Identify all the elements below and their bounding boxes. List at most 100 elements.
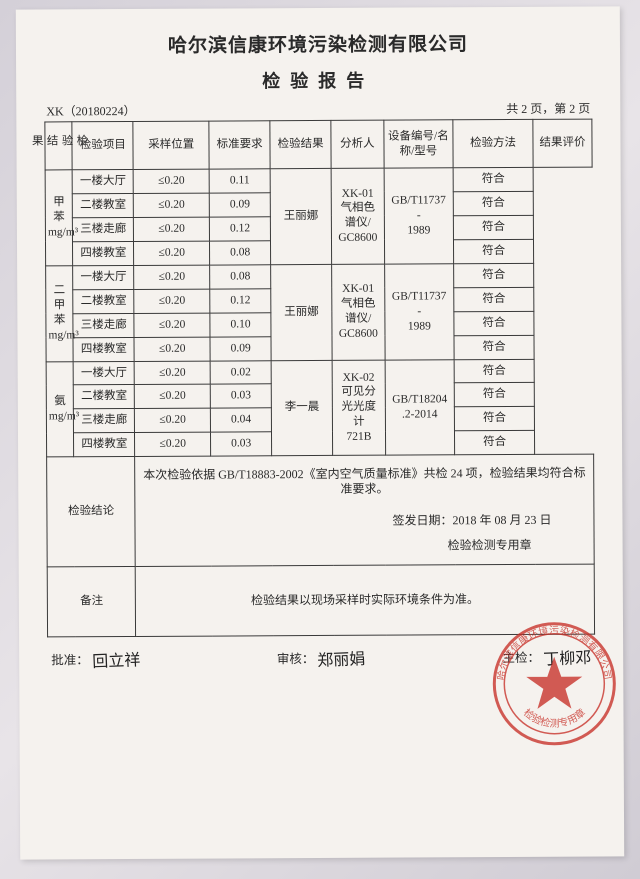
cell-device: XK-01气相色谱仪/GC8600	[331, 168, 384, 264]
cell-item: 甲苯mg/m³	[45, 170, 73, 266]
cell-eval: 符合	[454, 359, 534, 383]
cell-val: 0.10	[210, 312, 271, 336]
cell-std: ≤0.20	[135, 408, 211, 432]
signature-row: 批准： 回立祥 审核： 郑丽娟 主检： 丁柳邓	[47, 643, 595, 670]
cell-std: ≤0.20	[133, 169, 209, 193]
cell-loc: 三楼走廊	[73, 217, 134, 241]
cell-loc: 一楼大厅	[73, 361, 134, 385]
conclusion-label: 检验结论	[47, 457, 136, 567]
table-body: 甲苯mg/m³一楼大厅≤0.200.11王丽娜XK-01气相色谱仪/GC8600…	[45, 167, 593, 457]
svg-text:检验检测专用章: 检验检测专用章	[521, 706, 588, 730]
cell-eval: 符合	[454, 383, 534, 407]
cell-item: 氨mg/m³	[46, 361, 74, 457]
cell-std: ≤0.20	[134, 217, 210, 241]
cell-val: 0.03	[210, 384, 271, 408]
cell-device: XK-01气相色谱仪/GC8600	[332, 264, 385, 360]
cell-eval: 符合	[454, 287, 534, 311]
col-std: 标准要求	[209, 121, 270, 169]
table-row: 甲苯mg/m³一楼大厅≤0.200.11王丽娜XK-01气相色谱仪/GC8600…	[45, 167, 592, 194]
cell-item: 二甲苯mg/m³	[46, 266, 74, 362]
cell-val: 0.08	[210, 265, 271, 289]
company-name: 哈尔滨信康环境污染检测有限公司	[44, 29, 592, 59]
cell-device: XK-02可见分光光度计721B	[332, 360, 385, 456]
cell-val: 0.03	[211, 432, 272, 456]
col-analyst: 分析人	[331, 120, 384, 168]
cell-loc: 二楼教室	[73, 193, 134, 217]
col-val: 检验结果	[270, 120, 331, 168]
cell-loc: 一楼大厅	[73, 265, 134, 289]
remark-text: 检验结果以现场采样时实际环境条件为准。	[136, 564, 595, 636]
cell-eval: 符合	[453, 215, 533, 239]
cell-analyst: 王丽娜	[270, 168, 332, 264]
cell-eval: 符合	[455, 431, 535, 455]
remark-label: 备注	[47, 567, 136, 637]
cell-std: ≤0.20	[134, 337, 210, 361]
report-table: 检验结果 检验项目 采样位置 标准要求 检验结果 分析人 设备编号/名称/型号 …	[44, 119, 595, 638]
col-method: 检验方法	[453, 119, 533, 167]
meta-row: XK（20180224） 共 2 页，第 2 页	[44, 100, 592, 120]
cell-val: 0.02	[210, 360, 271, 384]
table-row: 二甲苯mg/m³一楼大厅≤0.200.08王丽娜XK-01气相色谱仪/GC860…	[46, 263, 593, 290]
review-block: 审核： 郑丽娟	[277, 644, 366, 668]
approve-signature: 回立祥	[91, 646, 140, 672]
cell-analyst: 王丽娜	[271, 264, 333, 360]
report-paper: 哈尔滨信康环境污染检测有限公司 检验报告 XK（20180224） 共 2 页，…	[16, 6, 624, 859]
cell-std: ≤0.20	[135, 432, 211, 456]
side-label: 检验结果	[45, 122, 73, 170]
cell-std: ≤0.20	[134, 313, 210, 337]
cell-loc: 四楼教室	[74, 433, 135, 457]
review-signature: 郑丽娟	[317, 645, 366, 671]
report-title: 检验报告	[44, 66, 592, 95]
table-footer: 检验结论 本次检验依据 GB/T18883-2002《室内空气质量标准》共检 2…	[47, 454, 595, 637]
cell-eval: 符合	[454, 311, 534, 335]
cell-method: GB/T11737-1989	[384, 264, 454, 360]
cell-loc: 四楼教室	[73, 241, 134, 265]
cell-eval: 符合	[454, 407, 534, 431]
cell-loc: 一楼大厅	[72, 169, 133, 193]
cell-val: 0.09	[209, 193, 270, 217]
conclusion-cell: 本次检验依据 GB/T18883-2002《室内空气质量标准》共检 24 项，检…	[135, 454, 594, 566]
cell-loc: 三楼走廊	[73, 313, 134, 337]
cell-val: 0.09	[210, 336, 271, 360]
conclusion-text: 本次检验依据 GB/T18883-2002《室内空气质量标准》共检 24 项，检…	[138, 465, 592, 499]
cell-std: ≤0.20	[134, 241, 210, 265]
cell-val: 0.12	[210, 288, 271, 312]
cell-method: GB/T11737-1989	[384, 168, 454, 264]
cell-analyst: 李一晨	[271, 360, 333, 456]
col-loc: 采样位置	[133, 121, 209, 169]
cell-std: ≤0.20	[134, 193, 210, 217]
cell-eval: 符合	[454, 263, 534, 287]
chief-label: 主检：	[502, 651, 540, 665]
cell-method: GB/T18204.2-2014	[385, 359, 455, 455]
cell-val: 0.11	[209, 169, 270, 193]
cell-loc: 二楼教室	[73, 289, 134, 313]
seal-label: 检验检测专用章	[138, 538, 592, 556]
cell-std: ≤0.20	[134, 265, 210, 289]
cell-std: ≤0.20	[135, 385, 211, 409]
col-eval: 结果评价	[533, 119, 592, 167]
doc-number: XK（20180224）	[46, 102, 135, 119]
cell-std: ≤0.20	[134, 289, 210, 313]
cell-val: 0.04	[210, 408, 271, 432]
page-info: 共 2 页，第 2 页	[506, 100, 590, 117]
table-head: 检验结果 检验项目 采样位置 标准要求 检验结果 分析人 设备编号/名称/型号 …	[45, 119, 592, 170]
cell-eval: 符合	[454, 335, 534, 359]
review-label: 审核：	[277, 652, 315, 666]
cell-val: 0.08	[210, 241, 271, 265]
cell-loc: 四楼教室	[73, 337, 134, 361]
chief-block: 主检： 丁柳邓	[502, 643, 591, 667]
approve-block: 批准： 回立祥	[51, 645, 140, 669]
cell-loc: 三楼走廊	[74, 409, 135, 433]
table-row: 氨mg/m³一楼大厅≤0.200.02李一晨XK-02可见分光光度计721BGB…	[46, 359, 593, 386]
chief-signature: 丁柳邓	[543, 644, 592, 670]
cell-loc: 二楼教室	[74, 385, 135, 409]
issue-date: 签发日期：2018 年 08 月 23 日	[138, 512, 592, 530]
cell-eval: 符合	[453, 191, 533, 215]
cell-eval: 符合	[453, 167, 533, 191]
red-stamp: 哈尔滨信康环境污染检测有限公司 检验检测专用章	[489, 618, 620, 749]
cell-eval: 符合	[454, 239, 534, 263]
cell-val: 0.12	[209, 217, 270, 241]
col-item: 检验项目	[72, 121, 133, 169]
cell-std: ≤0.20	[134, 361, 210, 385]
col-device: 设备编号/名称/型号	[384, 120, 454, 168]
